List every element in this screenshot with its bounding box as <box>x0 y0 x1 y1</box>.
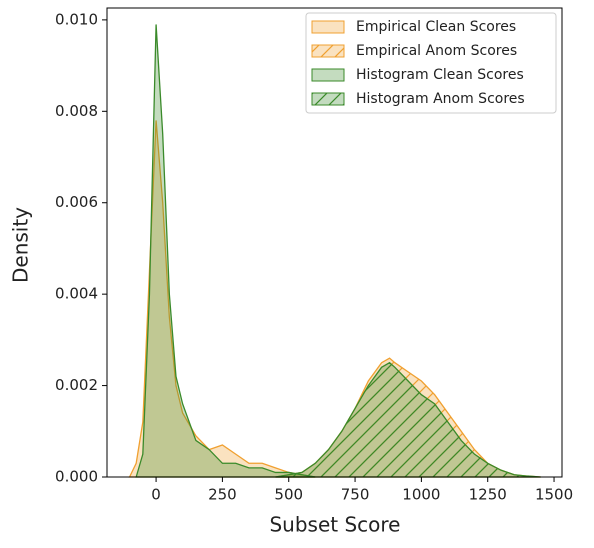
x-tick-label: 0 <box>151 486 161 504</box>
legend-swatch <box>311 44 345 58</box>
density-area <box>275 361 541 478</box>
x-tick-label: 1250 <box>469 486 507 504</box>
legend-label: Empirical Anom Scores <box>356 43 517 59</box>
y-tick-label: 0.008 <box>55 102 98 120</box>
density-area <box>135 24 316 478</box>
legend-label: Empirical Clean Scores <box>356 19 516 35</box>
legend-label: Histogram Clean Scores <box>356 67 524 83</box>
y-tick-label: 0.004 <box>55 285 98 303</box>
y-tick-label: 0.002 <box>55 376 98 394</box>
legend-label: Histogram Anom Scores <box>356 91 525 107</box>
x-tick-label: 750 <box>341 486 370 504</box>
y-tick-label: 0.000 <box>55 468 98 486</box>
x-tick-label: 250 <box>208 486 237 504</box>
y-tick-label: 0.010 <box>55 10 98 28</box>
x-tick-label: 500 <box>274 486 303 504</box>
x-axis-label: Subset Score <box>269 513 400 537</box>
plot-frame <box>106 7 563 478</box>
x-tick-label: 1500 <box>535 486 573 504</box>
plot-area <box>128 24 541 478</box>
legend-swatch <box>311 92 345 106</box>
legend-box <box>305 12 557 114</box>
y-axis-label: Density <box>9 207 33 283</box>
y-tick-label: 0.006 <box>55 193 98 211</box>
x-tick-label: 1000 <box>402 486 440 504</box>
legend-swatch <box>311 20 345 34</box>
legend-swatch <box>311 68 345 82</box>
